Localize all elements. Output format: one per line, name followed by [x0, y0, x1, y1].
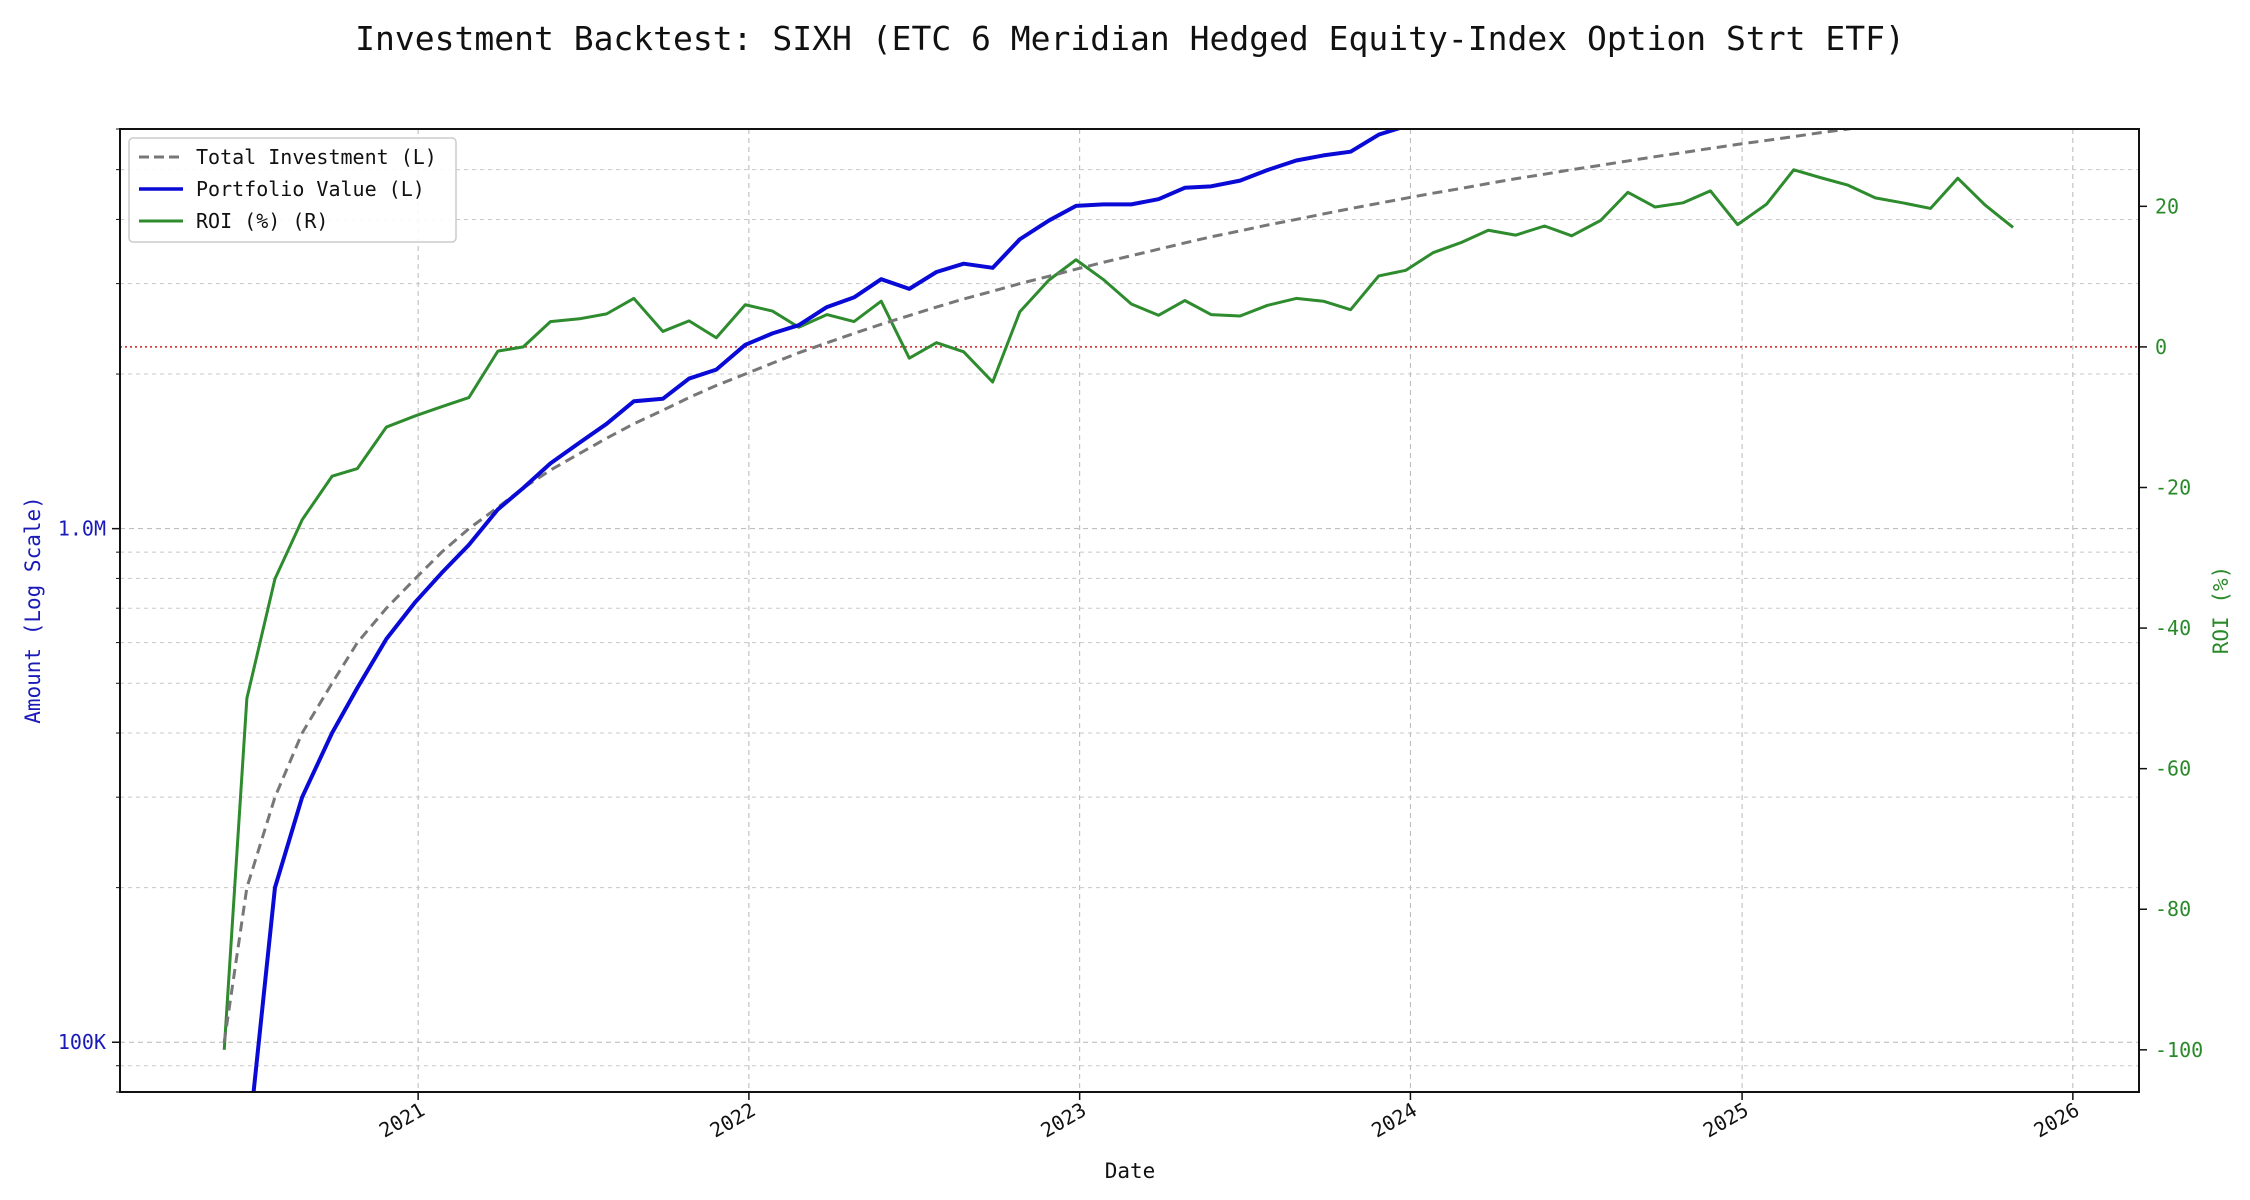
y-axis-left-label: Amount (Log Scale)	[21, 496, 45, 724]
x-axis: 2021 2022 2023 2024 2025 2026	[375, 1092, 2083, 1142]
x-tick-label: 2021	[375, 1098, 429, 1143]
legend: Total Investment (L) Portfolio Value (L)…	[128, 137, 457, 243]
legend-box	[128, 137, 457, 243]
legend-label-portfolio-value: Portfolio Value (L)	[196, 177, 425, 201]
y-axis-left: 100K 1.0M	[58, 128, 120, 1093]
series-line-portfolio-value	[251, 129, 1404, 1092]
y-right-tick-label: -100	[2155, 1038, 2203, 1062]
x-tick-label: 2023	[1036, 1098, 1090, 1143]
y-axis-right-label: ROI (%)	[2209, 566, 2233, 655]
series-line-total-investment	[222, 129, 1860, 1043]
y-right-tick-label: 0	[2155, 335, 2167, 359]
y-left-tick-label: 1.0M	[58, 517, 106, 541]
legend-label-total-investment: Total Investment (L)	[196, 145, 437, 169]
series-layer	[222, 129, 2014, 1092]
series-line-roi	[222, 168, 2014, 1050]
y-right-tick-label: -20	[2155, 475, 2191, 499]
chart-title: Investment Backtest: SIXH (ETC 6 Meridia…	[355, 19, 1905, 58]
y-right-tick-label: 20	[2155, 194, 2179, 218]
x-tick-label: 2025	[1699, 1098, 1753, 1143]
grid-layer	[120, 128, 2139, 1093]
y-right-tick-label: -40	[2155, 616, 2191, 640]
plot-frame	[119, 128, 2140, 1093]
y-right-tick-label: -60	[2155, 757, 2191, 781]
x-tick-label: 2022	[706, 1098, 760, 1143]
y-left-tick-label: 100K	[58, 1030, 106, 1054]
y-right-tick-label: -80	[2155, 897, 2191, 921]
x-axis-label: Date	[1105, 1159, 1156, 1183]
y-axis-right: -100 -80 -60 -40 -20 0 20	[2139, 194, 2203, 1062]
x-tick-label: 2024	[1367, 1098, 1421, 1143]
x-tick-label: 2026	[2030, 1098, 2084, 1143]
legend-label-roi: ROI (%) (R)	[196, 209, 328, 233]
